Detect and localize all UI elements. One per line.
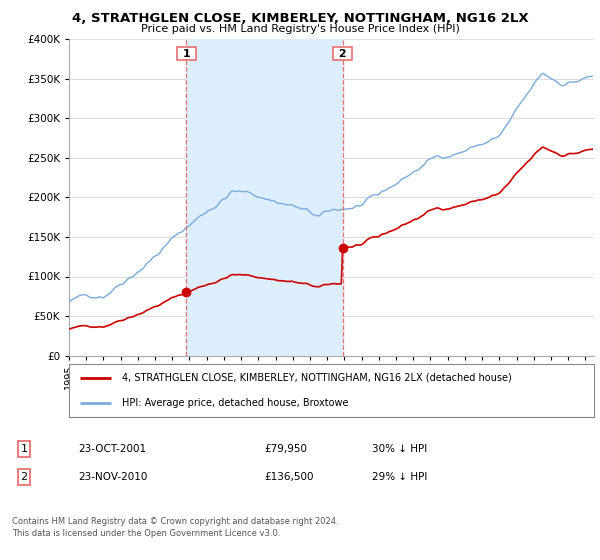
Text: 4, STRATHGLEN CLOSE, KIMBERLEY, NOTTINGHAM, NG16 2LX (detached house): 4, STRATHGLEN CLOSE, KIMBERLEY, NOTTINGH… <box>121 373 511 383</box>
Bar <box>187 39 343 356</box>
Text: 4, STRATHGLEN CLOSE, KIMBERLEY, NOTTINGHAM, NG16 2LX: 4, STRATHGLEN CLOSE, KIMBERLEY, NOTTINGH… <box>71 12 529 25</box>
Text: 29% ↓ HPI: 29% ↓ HPI <box>372 472 427 482</box>
Text: 30% ↓ HPI: 30% ↓ HPI <box>372 444 427 454</box>
Text: £136,500: £136,500 <box>264 472 314 482</box>
Text: HPI: Average price, detached house, Broxtowe: HPI: Average price, detached house, Brox… <box>121 398 348 408</box>
Text: 23-OCT-2001: 23-OCT-2001 <box>78 444 146 454</box>
Text: 23-NOV-2010: 23-NOV-2010 <box>78 472 148 482</box>
Text: This data is licensed under the Open Government Licence v3.0.: This data is licensed under the Open Gov… <box>12 530 280 539</box>
Text: £79,950: £79,950 <box>264 444 307 454</box>
Text: 2: 2 <box>335 49 350 59</box>
Text: 1: 1 <box>20 444 28 454</box>
Text: Contains HM Land Registry data © Crown copyright and database right 2024.: Contains HM Land Registry data © Crown c… <box>12 516 338 526</box>
Text: Price paid vs. HM Land Registry's House Price Index (HPI): Price paid vs. HM Land Registry's House … <box>140 24 460 34</box>
Text: 1: 1 <box>179 49 194 59</box>
Text: 2: 2 <box>20 472 28 482</box>
